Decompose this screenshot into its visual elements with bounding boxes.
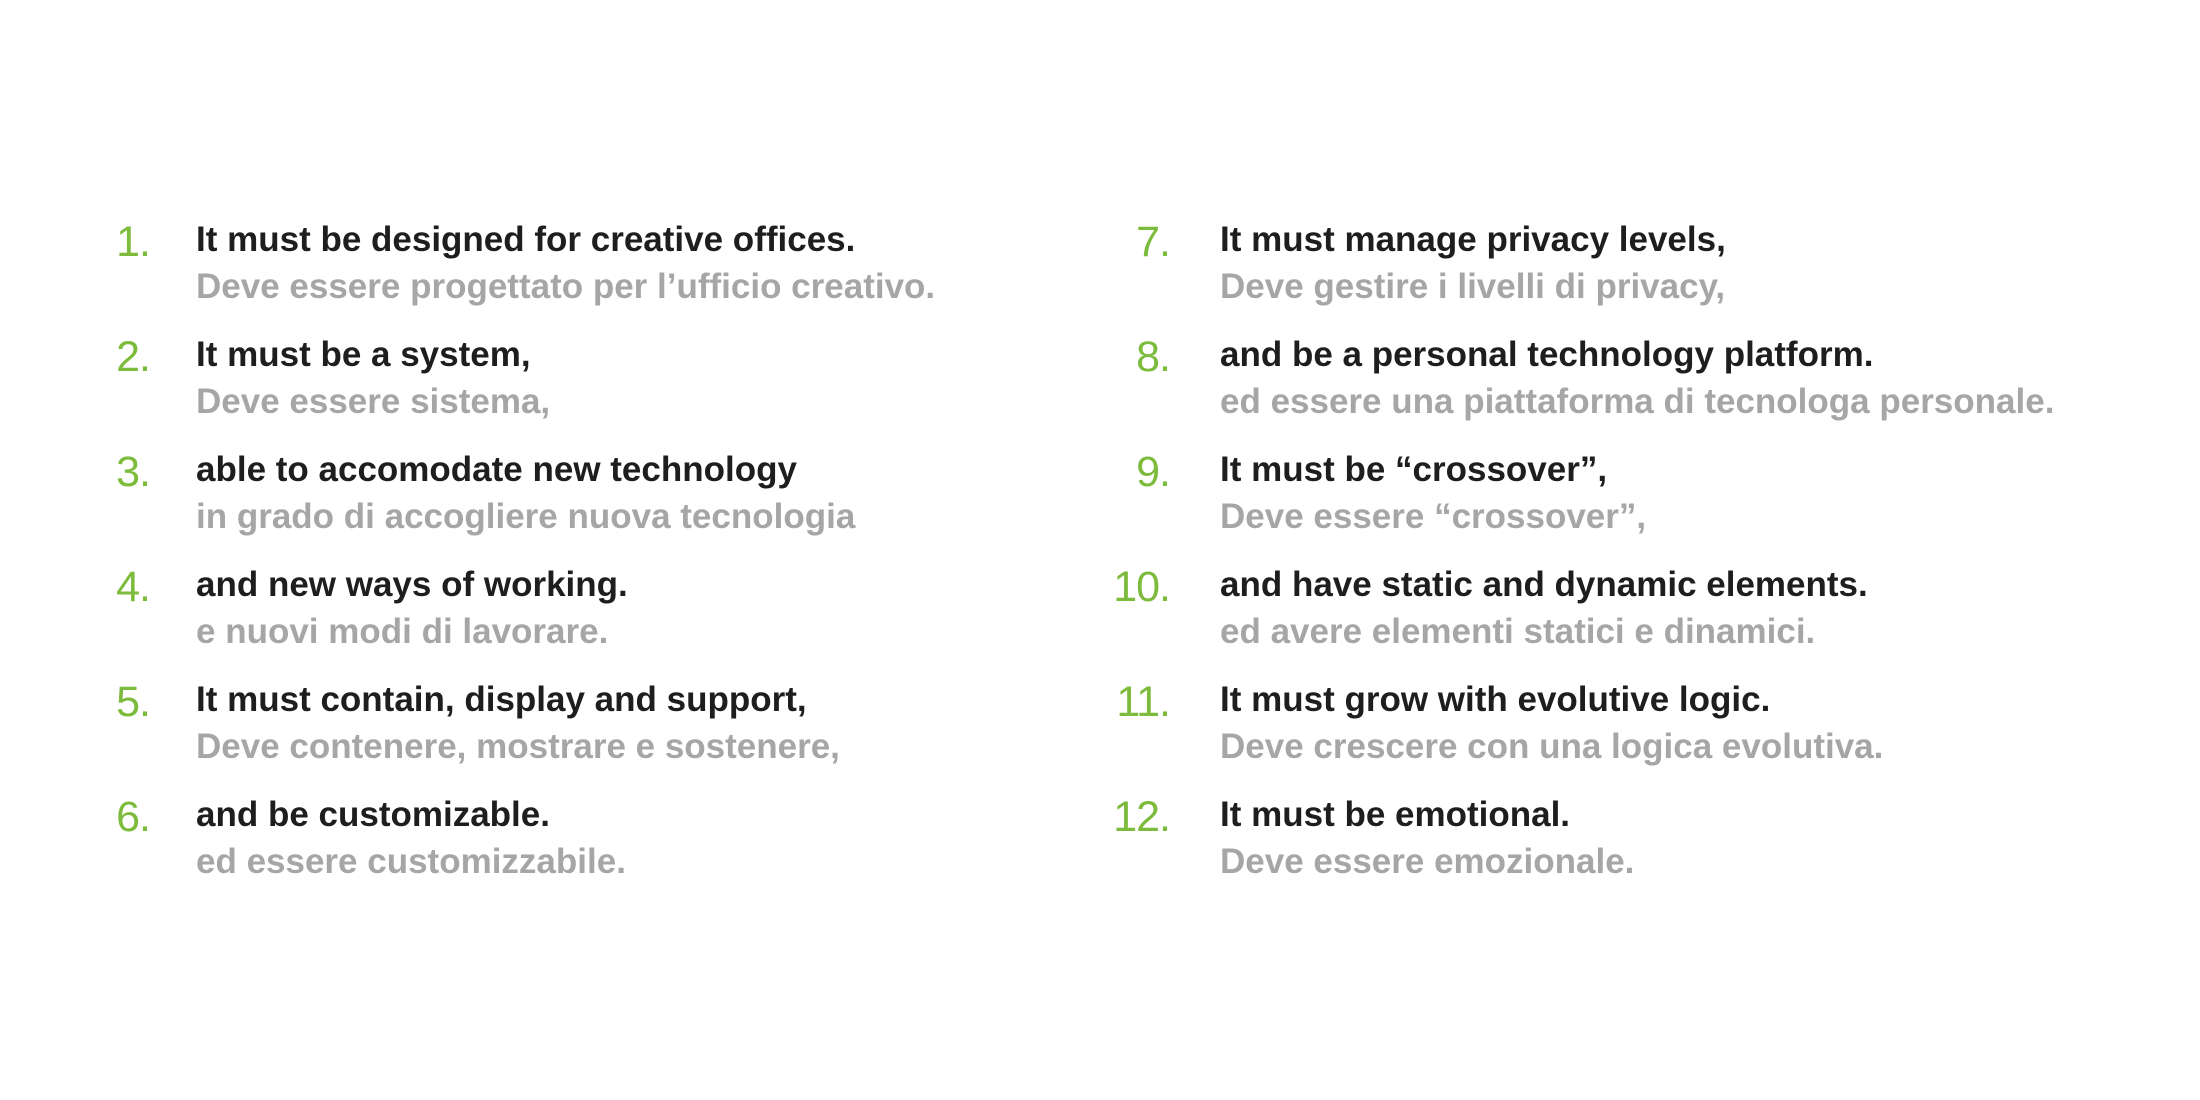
item-text: It must contain, display and support, De…	[196, 676, 840, 770]
item-italian: Deve contenere, mostrare e sostenere,	[196, 727, 840, 766]
item-number: 5.	[116, 678, 151, 726]
item-italian: ed essere una piattaforma di tecnologa p…	[1220, 382, 2055, 421]
item-english: and new ways of working.	[196, 565, 628, 604]
item-text: It must be designed for creative offices…	[196, 216, 935, 310]
left-column: 1. It must be designed for creative offi…	[0, 216, 1040, 906]
list-item: 4. and new ways of working. e nuovi modi…	[0, 561, 1040, 676]
item-english: It must grow with evolutive logic.	[1220, 680, 1771, 719]
item-english: It must be designed for creative offices…	[196, 220, 856, 259]
item-text: It must manage privacy levels, Deve gest…	[1220, 216, 1726, 310]
item-number: 3.	[116, 448, 151, 496]
item-english: and be customizable.	[196, 795, 550, 834]
list-item: 1. It must be designed for creative offi…	[0, 216, 1040, 331]
list-item: 9. It must be “crossover”, Deve essere “…	[1035, 446, 2165, 561]
item-english: It must contain, display and support,	[196, 680, 807, 719]
item-number: 9.	[1136, 448, 1171, 496]
item-english: It must be emotional.	[1220, 795, 1571, 834]
list-item: 2. It must be a system, Deve essere sist…	[0, 331, 1040, 446]
right-column: 7. It must manage privacy levels, Deve g…	[1035, 216, 2165, 906]
item-number: 1.	[116, 218, 151, 266]
item-italian: ed avere elementi statici e dinamici.	[1220, 612, 1816, 651]
item-text: and have static and dynamic elements. ed…	[1220, 561, 1868, 655]
item-english: It must manage privacy levels,	[1220, 220, 1726, 259]
item-number: 8.	[1136, 333, 1171, 381]
item-italian: Deve essere emozionale.	[1220, 842, 1635, 881]
item-number: 4.	[116, 563, 151, 611]
list-item: 12. It must be emotional. Deve essere em…	[1035, 791, 2165, 906]
item-number: 6.	[116, 793, 151, 841]
item-text: able to accomodate new technology in gra…	[196, 446, 855, 540]
list-item: 6. and be customizable. ed essere custom…	[0, 791, 1040, 906]
item-english: and be a personal technology platform.	[1220, 335, 1874, 374]
item-english: and have static and dynamic elements.	[1220, 565, 1868, 604]
item-english: able to accomodate new technology	[196, 450, 797, 489]
item-italian: e nuovi modi di lavorare.	[196, 612, 609, 651]
item-italian: Deve essere sistema,	[196, 382, 551, 421]
item-italian: Deve crescere con una logica evolutiva.	[1220, 727, 1884, 766]
item-text: It must grow with evolutive logic. Deve …	[1220, 676, 1883, 770]
item-english: It must be “crossover”,	[1220, 450, 1608, 489]
item-italian: in grado di accogliere nuova tecnologia	[196, 497, 856, 536]
item-number: 7.	[1136, 218, 1171, 266]
list-item: 3. able to accomodate new technology in …	[0, 446, 1040, 561]
list-item: 7. It must manage privacy levels, Deve g…	[1035, 216, 2165, 331]
item-text: and be a personal technology platform. e…	[1220, 331, 2054, 425]
list-item: 5. It must contain, display and support,…	[0, 676, 1040, 791]
item-italian: Deve essere “crossover”,	[1220, 497, 1647, 536]
item-number: 11.	[1116, 678, 1171, 726]
item-number: 12.	[1113, 793, 1171, 841]
list-item: 11. It must grow with evolutive logic. D…	[1035, 676, 2165, 791]
list-item: 8. and be a personal technology platform…	[1035, 331, 2165, 446]
item-number: 2.	[116, 333, 151, 381]
item-italian: ed essere customizzabile.	[196, 842, 626, 881]
item-text: It must be a system, Deve essere sistema…	[196, 331, 550, 425]
item-text: and be customizable. ed essere customizz…	[196, 791, 626, 885]
item-italian: Deve gestire i livelli di privacy,	[1220, 267, 1726, 306]
item-number: 10.	[1113, 563, 1171, 611]
list-item: 10. and have static and dynamic elements…	[1035, 561, 2165, 676]
item-text: It must be “crossover”, Deve essere “cro…	[1220, 446, 1646, 540]
item-english: It must be a system,	[196, 335, 531, 374]
item-text: It must be emotional. Deve essere emozio…	[1220, 791, 1634, 885]
item-italian: Deve essere progettato per l’ufficio cre…	[196, 267, 936, 306]
item-text: and new ways of working. e nuovi modi di…	[196, 561, 628, 655]
